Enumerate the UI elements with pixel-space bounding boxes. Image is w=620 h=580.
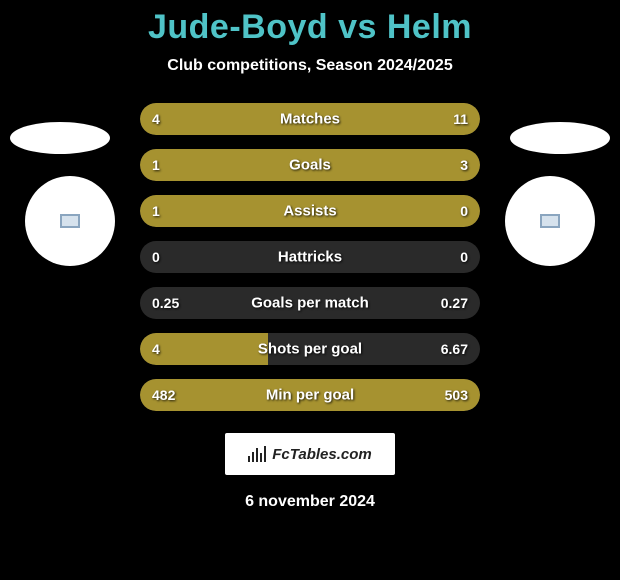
date-line: 6 november 2024 [245, 493, 375, 511]
player-right-oval [510, 122, 610, 154]
stat-bar-left [140, 195, 412, 227]
logo-box[interactable]: FcTables.com [225, 433, 395, 475]
stat-row: 482 503 Min per goal [140, 379, 480, 411]
stat-bar-right [412, 195, 480, 227]
stat-bar-right [225, 149, 480, 181]
stat-value-right: 6.67 [441, 341, 468, 357]
avatar-placeholder-icon [60, 214, 80, 228]
player-left-avatar [25, 176, 115, 266]
page-title: Jude-Boyd vs Helm [148, 8, 472, 47]
page-subtitle: Club competitions, Season 2024/2025 [167, 57, 452, 75]
stat-label: Hattricks [278, 249, 342, 266]
stat-row: 4 6.67 Shots per goal [140, 333, 480, 365]
stat-label: Shots per goal [258, 341, 362, 358]
stats-area: 4 11 Matches 1 3 Goals 1 0 Assists 0 0 Hattricks 0.2… [140, 103, 480, 411]
stat-value-left: 482 [152, 387, 175, 403]
stat-value-right: 0 [460, 203, 468, 219]
stat-value-left: 1 [152, 157, 160, 173]
stat-label: Matches [280, 111, 340, 128]
stat-label: Min per goal [266, 387, 354, 404]
stat-value-right: 0 [460, 249, 468, 265]
stat-value-right: 11 [453, 111, 468, 127]
stat-row: 0 0 Hattricks [140, 241, 480, 273]
stat-value-left: 4 [152, 111, 160, 127]
stat-row: 0.25 0.27 Goals per match [140, 287, 480, 319]
stat-value-left: 4 [152, 341, 160, 357]
stat-value-right: 3 [460, 157, 468, 173]
player-right-avatar [505, 176, 595, 266]
logo-ticks-icon [248, 446, 266, 462]
stat-label: Goals [289, 157, 331, 174]
stat-row: 1 3 Goals [140, 149, 480, 181]
stat-value-left: 0.25 [152, 295, 179, 311]
stat-label: Assists [283, 203, 336, 220]
stat-row: 1 0 Assists [140, 195, 480, 227]
player-left-oval [10, 122, 110, 154]
stat-row: 4 11 Matches [140, 103, 480, 135]
logo-text: FcTables.com [272, 446, 371, 463]
stat-label: Goals per match [251, 295, 369, 312]
stat-value-right: 503 [445, 387, 468, 403]
logo: FcTables.com [248, 446, 371, 463]
stat-value-right: 0.27 [441, 295, 468, 311]
stat-value-left: 1 [152, 203, 160, 219]
stat-value-left: 0 [152, 249, 160, 265]
stat-bar-right [231, 103, 480, 135]
comparison-container: Jude-Boyd vs Helm Club competitions, Sea… [0, 0, 620, 580]
avatar-placeholder-icon [540, 214, 560, 228]
